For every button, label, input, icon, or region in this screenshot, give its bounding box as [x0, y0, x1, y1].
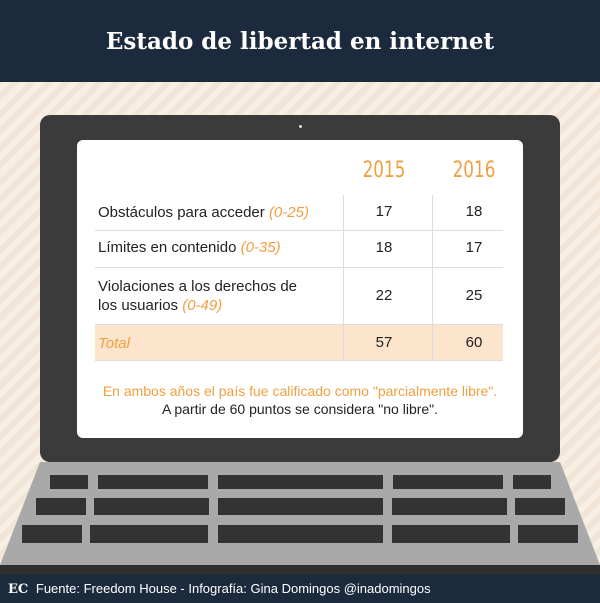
cell: 17	[465, 239, 483, 256]
row-label: Violaciones a los derechos de los usuari…	[98, 277, 298, 315]
range: (0-49)	[182, 297, 223, 314]
credits: Fuente: Freedom House - Infografía: Gina…	[35, 581, 431, 596]
cell: 18	[375, 239, 393, 256]
total-label: Total	[98, 335, 130, 352]
cell: 22	[375, 287, 393, 304]
column-header: 2015	[362, 158, 406, 183]
note: En ambos años el país fue calificado com…	[102, 383, 498, 399]
footer: EC Fuente: Freedom House - Infografía: G…	[0, 575, 600, 603]
label-text: Obstáculos para acceder	[98, 204, 265, 221]
camera	[299, 125, 302, 128]
note: A partir de 60 puntos se considera "no l…	[161, 401, 439, 417]
cell: 57	[375, 334, 393, 351]
total-row: Total 57 60	[95, 325, 503, 361]
cell: 18	[465, 203, 483, 220]
range: (0-25)	[268, 204, 309, 221]
divider	[432, 195, 433, 361]
column-header: 2016	[452, 158, 496, 183]
label-text: Límites en contenido	[98, 239, 237, 256]
keyboard	[0, 462, 600, 575]
table-row: Límites en contenido (0-35) 18 17	[95, 231, 503, 268]
table-row: Obstáculos para acceder (0-25) 17 18	[95, 195, 503, 231]
cell: 60	[465, 334, 483, 351]
table-row: Violaciones a los derechos de los usuari…	[95, 268, 503, 325]
logo: EC	[8, 582, 29, 597]
cell: 17	[375, 203, 393, 220]
cell: 25	[465, 287, 483, 304]
row-label: Límites en contenido (0-35)	[98, 238, 281, 257]
range: (0-35)	[240, 239, 281, 256]
row-label: Obstáculos para acceder (0-25)	[98, 203, 309, 222]
divider	[343, 195, 344, 361]
title: Estado de libertad en internet	[0, 0, 600, 82]
label-text: Violaciones a los derechos de los usuari…	[98, 278, 298, 314]
table-panel	[77, 140, 523, 438]
